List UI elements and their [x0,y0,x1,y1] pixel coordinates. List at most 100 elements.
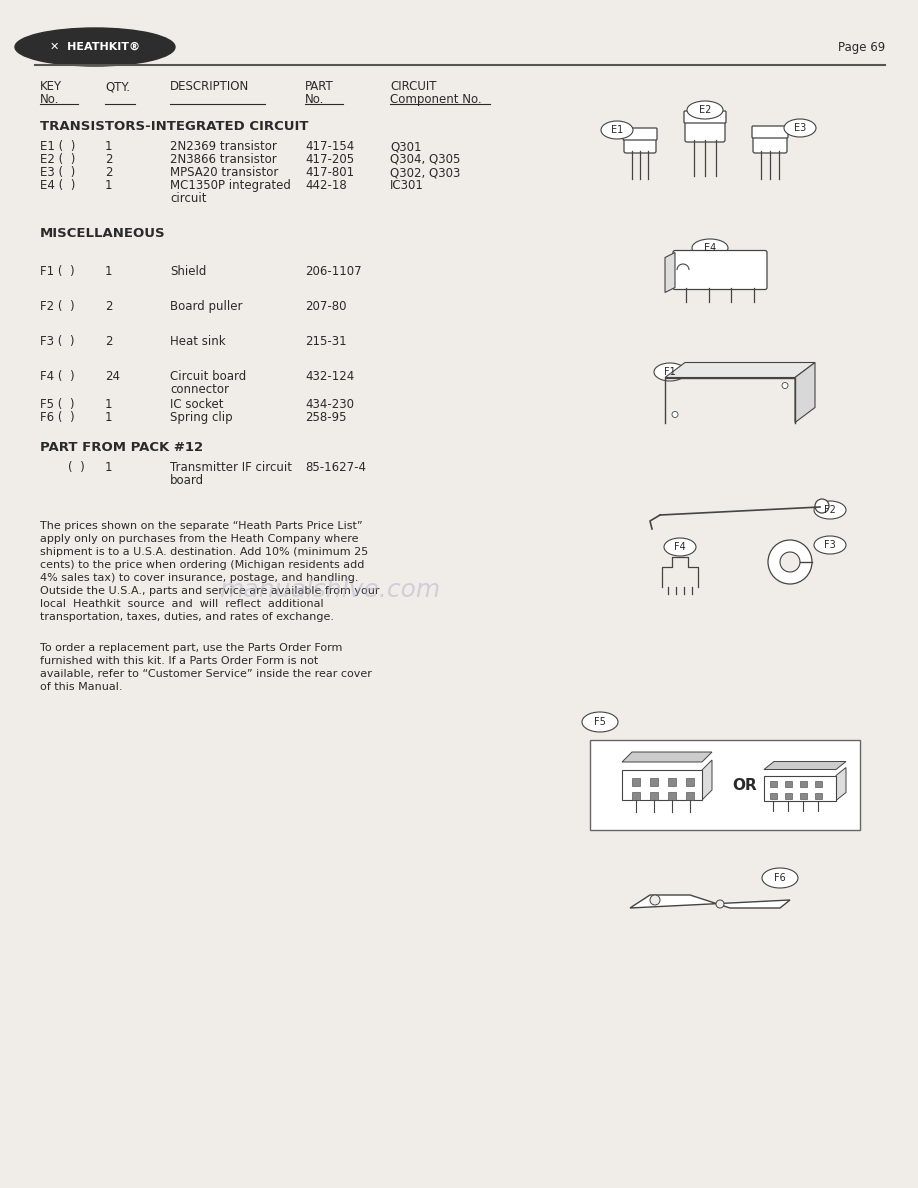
Text: 1: 1 [105,461,113,474]
Ellipse shape [784,119,816,137]
Circle shape [782,383,788,388]
Text: transportation, taxes, duties, and rates of exchange.: transportation, taxes, duties, and rates… [40,612,334,623]
Text: 1: 1 [105,179,113,192]
Text: F1 (  ): F1 ( ) [40,265,74,278]
Text: E1 (  ): E1 ( ) [40,140,75,153]
Text: Transmitter IF circuit: Transmitter IF circuit [170,461,292,474]
FancyBboxPatch shape [624,133,656,153]
Text: 417-154: 417-154 [305,140,354,153]
Text: IC socket: IC socket [170,398,223,411]
Polygon shape [622,752,712,762]
Text: furnished with this kit. If a Parts Order Form is not: furnished with this kit. If a Parts Orde… [40,656,319,666]
Bar [785,792,792,798]
FancyBboxPatch shape [752,126,788,138]
Text: Q304, Q305: Q304, Q305 [390,153,460,166]
Ellipse shape [692,239,728,257]
Circle shape [716,901,724,908]
Text: 432-124: 432-124 [305,369,354,383]
Text: QTY.: QTY. [105,80,130,93]
Text: Board puller: Board puller [170,301,242,312]
FancyBboxPatch shape [673,251,767,290]
Bar [632,778,640,786]
Text: Q301: Q301 [390,140,421,153]
Ellipse shape [654,364,686,381]
Bar [650,792,658,800]
Text: F2 (  ): F2 ( ) [40,301,74,312]
Text: 24: 24 [105,369,120,383]
Text: DESCRIPTION: DESCRIPTION [170,80,250,93]
Text: Spring clip: Spring clip [170,411,232,424]
Text: TRANSISTORS-INTEGRATED CIRCUIT: TRANSISTORS-INTEGRATED CIRCUIT [40,120,308,133]
Ellipse shape [582,712,618,732]
Polygon shape [795,362,815,423]
Text: 207-80: 207-80 [305,301,346,312]
Ellipse shape [601,121,633,139]
Text: To order a replacement part, use the Parts Order Form: To order a replacement part, use the Par… [40,643,342,653]
Text: No.: No. [40,93,60,106]
Text: 2N3866 transistor: 2N3866 transistor [170,153,276,166]
Text: Component No.: Component No. [390,93,482,106]
Text: (  ): ( ) [68,461,84,474]
Text: E3: E3 [794,124,806,133]
Bar [622,770,702,800]
Bar [686,792,694,800]
Text: F5 (  ): F5 ( ) [40,398,74,411]
Text: IC301: IC301 [390,179,424,192]
Text: 1: 1 [105,411,113,424]
Text: CIRCUIT: CIRCUIT [390,80,436,93]
Text: 215-31: 215-31 [305,335,347,348]
Text: 258-95: 258-95 [305,411,346,424]
Ellipse shape [15,29,175,67]
Text: E2 (  ): E2 ( ) [40,153,75,166]
Text: E4: E4 [704,244,716,253]
Text: 4% sales tax) to cover insurance, postage, and handling.: 4% sales tax) to cover insurance, postag… [40,573,359,583]
Text: available, refer to “Customer Service” inside the rear cover: available, refer to “Customer Service” i… [40,669,372,680]
Text: local  Heathkit  source  and  will  reflect  additional: local Heathkit source and will reflect a… [40,599,324,609]
Bar [770,792,777,798]
Text: 206-1107: 206-1107 [305,265,362,278]
Text: Circuit board: Circuit board [170,369,246,383]
Polygon shape [764,762,846,770]
Text: MPSA20 transistor: MPSA20 transistor [170,166,278,179]
Text: of this Manual.: of this Manual. [40,682,122,691]
Text: MISCELLANEOUS: MISCELLANEOUS [40,227,165,240]
Circle shape [768,541,812,584]
Text: E3 (  ): E3 ( ) [40,166,75,179]
Bar [815,792,822,798]
Bar [650,778,658,786]
Text: 2: 2 [105,335,113,348]
Text: PART FROM PACK #12: PART FROM PACK #12 [40,441,203,454]
Bar [632,792,640,800]
Text: E4 (  ): E4 ( ) [40,179,75,192]
Text: PART: PART [305,80,334,93]
Circle shape [780,552,800,571]
FancyBboxPatch shape [684,110,726,124]
Bar [590,740,860,830]
Text: 417-205: 417-205 [305,153,354,166]
Polygon shape [665,362,815,378]
Text: 434-230: 434-230 [305,398,354,411]
Text: 417-801: 417-801 [305,166,354,179]
Text: 2: 2 [105,153,113,166]
FancyBboxPatch shape [685,116,725,143]
Circle shape [672,411,678,417]
Text: 442-18: 442-18 [305,179,347,192]
Text: connector: connector [170,383,229,396]
Text: 2: 2 [105,301,113,312]
Bar [668,792,676,800]
Text: E2: E2 [699,105,711,115]
Text: F3: F3 [824,541,836,550]
Ellipse shape [664,538,696,556]
Bar [785,781,792,786]
Text: 2: 2 [105,166,113,179]
FancyBboxPatch shape [753,131,787,153]
Ellipse shape [687,101,723,119]
Bar [668,778,676,786]
Bar [800,781,807,786]
Polygon shape [630,895,790,908]
Text: Q302, Q303: Q302, Q303 [390,166,460,179]
Text: F6 (  ): F6 ( ) [40,411,74,424]
Text: MC1350P integrated: MC1350P integrated [170,179,291,192]
Bar [770,781,777,786]
Ellipse shape [762,868,798,887]
